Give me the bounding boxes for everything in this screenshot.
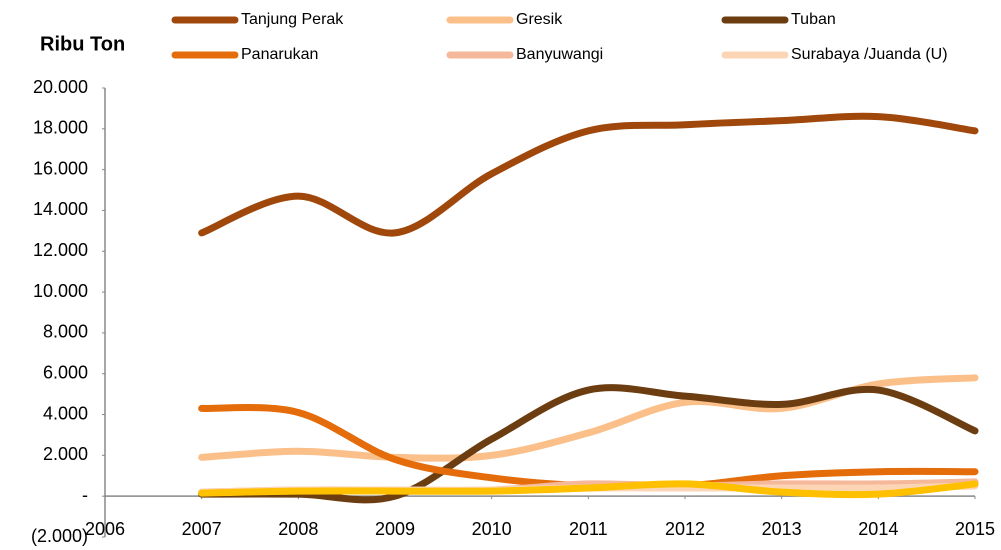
series-line	[198, 404, 979, 491]
series-line	[198, 112, 979, 237]
x-tick-label: 2013	[762, 519, 802, 539]
y-tick-label: 8.000	[43, 322, 88, 342]
y-tick-label: 6.000	[43, 362, 88, 382]
y-tick-label: 12.000	[33, 240, 88, 260]
y-tick-label: (2.000)	[31, 526, 88, 546]
y-tick-label: 10.000	[33, 281, 88, 301]
y-tick-label: -	[82, 485, 88, 505]
y-tick-label: 4.000	[43, 403, 88, 423]
y-tick-label: 16.000	[33, 158, 88, 178]
legend-label: Tanjung Perak	[241, 11, 344, 28]
series-line	[198, 384, 979, 504]
legend-label: Surabaya /Juanda (U)	[791, 46, 948, 63]
x-tick-label: 2015	[955, 519, 995, 539]
y-tick-label: 20.000	[33, 77, 88, 97]
chart-title: Ribu Ton	[40, 33, 125, 55]
x-tick-label: 2011	[569, 519, 608, 539]
x-tick-label: 2008	[278, 519, 318, 539]
x-tick-label: 2014	[858, 519, 898, 539]
x-tick-label: 2010	[472, 519, 512, 539]
legend-label: Panarukan	[241, 46, 318, 63]
y-tick-label: 2.000	[43, 444, 88, 464]
legend-label: Banyuwangi	[516, 46, 603, 63]
y-tick-label: 18.000	[33, 118, 88, 138]
series-line	[198, 480, 979, 499]
legend-label: Gresik	[516, 11, 563, 28]
y-tick-label: 14.000	[33, 199, 88, 219]
legend-label: Tuban	[791, 11, 836, 28]
x-tick-label: 2012	[665, 519, 705, 539]
x-tick-label: 2007	[182, 519, 222, 539]
x-tick-label: 2006	[85, 519, 125, 539]
x-tick-label: 2009	[375, 519, 415, 539]
